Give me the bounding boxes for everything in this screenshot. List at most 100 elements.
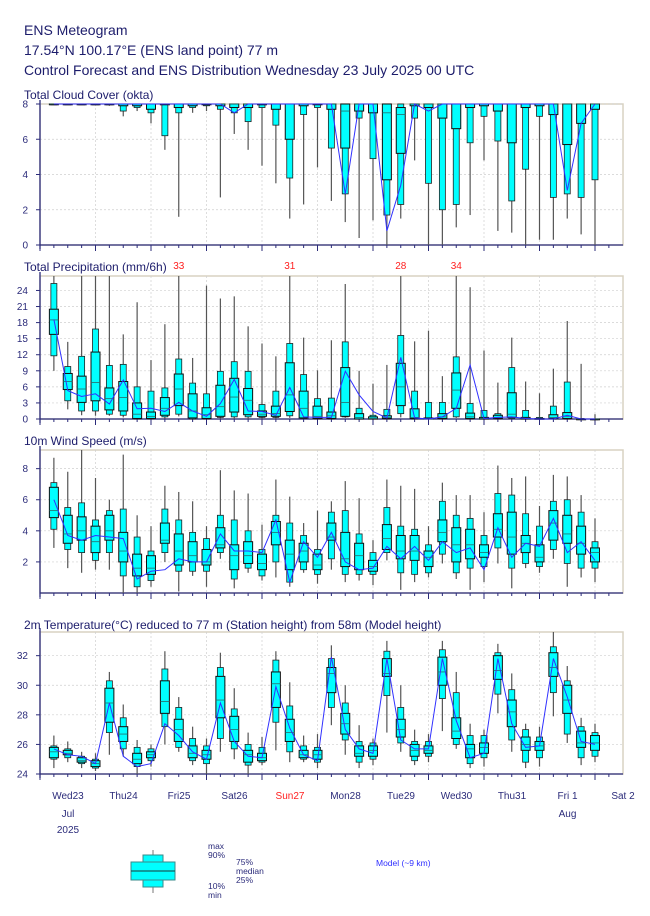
overflow-label: 31 bbox=[284, 261, 296, 272]
p25-p75-box bbox=[173, 373, 184, 407]
p25-p75-box bbox=[368, 416, 378, 420]
p25-p75-box bbox=[284, 539, 295, 571]
control-forecast-line bbox=[53, 103, 596, 232]
day-label: Wed30 bbox=[441, 791, 473, 802]
box-14 bbox=[229, 688, 240, 760]
p25-p75-box bbox=[159, 397, 170, 416]
panel-title: Total Precipitation (mm/6h) bbox=[24, 260, 167, 274]
box-33 bbox=[492, 465, 503, 564]
p25-p75-box bbox=[506, 699, 517, 728]
y-tick-label: 28 bbox=[17, 710, 29, 721]
p10-p90-box bbox=[425, 103, 432, 184]
p10-p90-box bbox=[591, 103, 599, 181]
p25-p75-box bbox=[437, 413, 448, 419]
panel-1: Total Precipitation (mm/6h) 0 3 6 9 12 15 18 21 2… bbox=[17, 260, 624, 426]
p25-p75-box bbox=[423, 550, 434, 568]
p25-p75-box bbox=[409, 534, 420, 561]
box-37 bbox=[548, 103, 559, 240]
box-12 bbox=[201, 285, 212, 420]
p25-p75-box bbox=[548, 414, 559, 419]
p25-p75-box bbox=[465, 528, 476, 560]
box-15 bbox=[243, 493, 254, 573]
p10-p90-box bbox=[383, 408, 391, 420]
p25-p75-box bbox=[146, 555, 156, 575]
box-26 bbox=[395, 276, 406, 418]
day-label: Tue29 bbox=[387, 791, 415, 802]
box-20 bbox=[312, 734, 323, 769]
p10-p90-box bbox=[466, 103, 474, 144]
y-tick-label: 6 bbox=[22, 135, 28, 146]
p25-p75-box bbox=[187, 393, 198, 419]
p25-p75-box bbox=[48, 486, 59, 519]
box-14 bbox=[229, 103, 240, 134]
p10-p90-box bbox=[327, 103, 335, 149]
p25-p75-box bbox=[229, 544, 240, 571]
p25-p75-box bbox=[548, 510, 559, 541]
day-label: Thu31 bbox=[498, 791, 527, 802]
box-38 bbox=[562, 103, 573, 219]
day-label: Sat26 bbox=[221, 791, 248, 802]
box-7 bbox=[132, 302, 143, 420]
p25-p75-box bbox=[395, 362, 406, 407]
p25-p75-box bbox=[576, 103, 587, 124]
day-label: Fri 1 bbox=[558, 791, 578, 802]
box-26 bbox=[395, 485, 406, 590]
p25-p75-box bbox=[284, 103, 295, 140]
box-29 bbox=[437, 376, 448, 420]
p25-p75-box bbox=[229, 715, 240, 742]
box-26 bbox=[395, 685, 406, 752]
p25-p75-box bbox=[451, 103, 462, 130]
box-35 bbox=[520, 476, 531, 569]
box-31 bbox=[465, 495, 476, 590]
p25-p75-box bbox=[146, 103, 156, 110]
box-30 bbox=[451, 495, 462, 580]
legend-p90-label: 90% bbox=[208, 850, 225, 860]
p25-p75-box bbox=[465, 743, 476, 759]
box-25 bbox=[381, 103, 392, 245]
p25-p75-box bbox=[118, 531, 129, 563]
p25-p75-box bbox=[229, 377, 240, 413]
box-15 bbox=[243, 326, 254, 419]
legend-median-label: median bbox=[236, 866, 264, 876]
p25-p75-box bbox=[215, 527, 226, 549]
p25-p75-box bbox=[201, 407, 212, 419]
box-19 bbox=[298, 337, 309, 419]
p25-p75-box bbox=[312, 553, 323, 571]
box-13 bbox=[215, 298, 226, 419]
box-16 bbox=[257, 343, 267, 419]
box-13 bbox=[215, 103, 226, 198]
p25-p75-box bbox=[62, 749, 73, 756]
y-tick-label: 2 bbox=[22, 205, 28, 216]
p25-p75-box bbox=[576, 730, 587, 748]
p25-p75-box bbox=[132, 402, 143, 419]
p10-p90-box bbox=[203, 393, 210, 420]
p25-p75-box bbox=[381, 103, 392, 181]
p25-p75-box bbox=[173, 533, 184, 566]
box-37 bbox=[548, 368, 559, 420]
y-tick-label: 8 bbox=[22, 100, 28, 111]
box-40 bbox=[590, 723, 600, 763]
p25-p75-box bbox=[146, 411, 156, 419]
p25-p75-box bbox=[215, 675, 226, 719]
p25-p75-box bbox=[201, 548, 212, 566]
box-37 bbox=[548, 632, 559, 717]
p25-p75-box bbox=[409, 408, 420, 419]
p25-p75-box bbox=[90, 525, 101, 554]
p25-p75-box bbox=[76, 757, 87, 763]
p10-p90-box bbox=[161, 103, 169, 137]
panel-title: 2m Temperature(°C) reduced to 77 m (Stat… bbox=[24, 618, 441, 632]
location-line: 17.54°N 100.17°E (ENS land point) 77 m bbox=[24, 42, 278, 58]
p25-p75-box bbox=[381, 524, 392, 550]
box-9 bbox=[159, 324, 170, 419]
box-35 bbox=[520, 723, 531, 769]
p25-p75-box bbox=[159, 522, 170, 544]
y-tick-label: 0 bbox=[22, 415, 28, 426]
p25-p75-box bbox=[354, 413, 365, 420]
p25-p75-box bbox=[451, 372, 462, 409]
box-39 bbox=[576, 495, 587, 578]
p10-p90-box bbox=[522, 103, 530, 170]
p25-p75-box bbox=[534, 544, 545, 563]
p25-p75-box bbox=[340, 531, 351, 568]
p10-p90-box bbox=[438, 401, 446, 420]
